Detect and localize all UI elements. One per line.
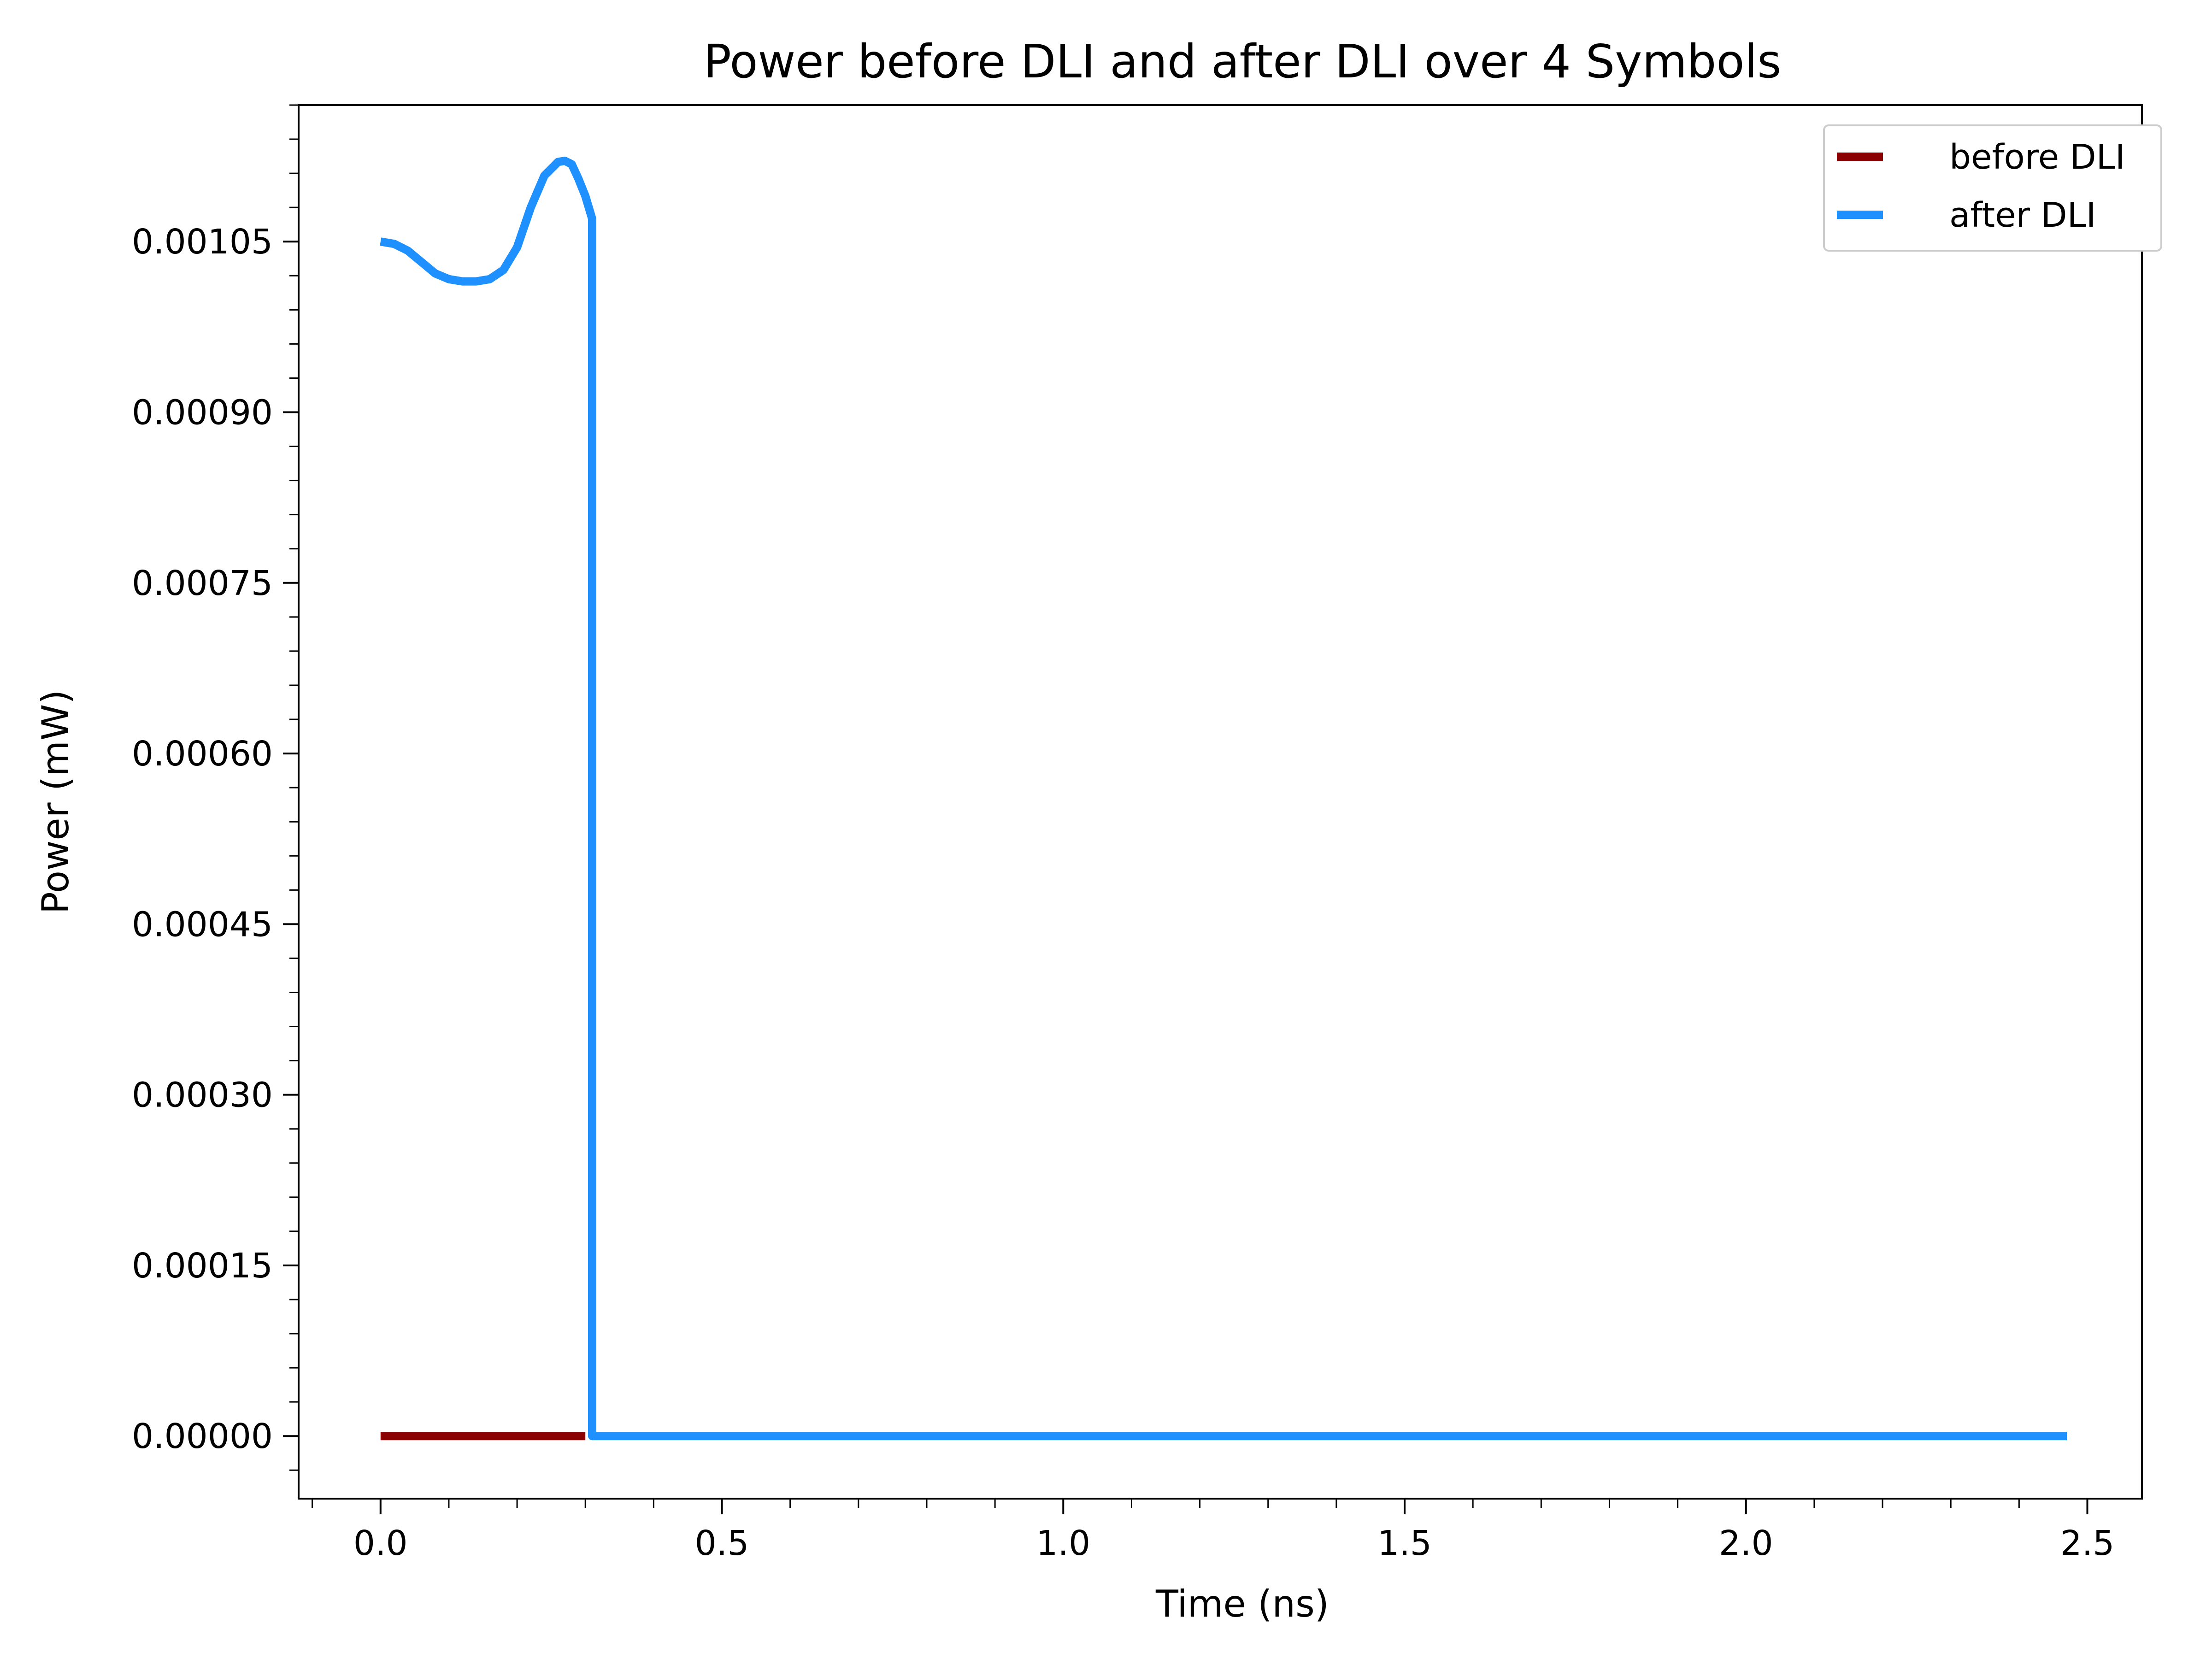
x-tick-label: 1.0: [1036, 1524, 1090, 1563]
legend-label-after-dli: after DLI: [1949, 195, 2096, 235]
legend-box: [1823, 124, 2162, 252]
x-tick-label: 0.5: [695, 1524, 749, 1563]
y-tick-label: 0.00015: [132, 1246, 273, 1286]
x-axis-label: Time (ns): [1155, 1583, 1329, 1625]
y-tick-label: 0.00045: [132, 905, 273, 944]
y-tick-label: 0.00000: [132, 1417, 273, 1456]
x-tick-label: 2.0: [1719, 1524, 1773, 1563]
chart-title: Power before DLI and after DLI over 4 Sy…: [704, 35, 1782, 88]
legend: before DLI after DLI: [1823, 124, 2162, 252]
series-layer: [380, 157, 2067, 1441]
y-tick-label: 0.00030: [132, 1076, 273, 1115]
x-tick-label: 1.5: [1377, 1524, 1432, 1563]
x-tick-label: 0.0: [353, 1524, 408, 1563]
y-tick-label: 0.00060: [132, 734, 273, 774]
y-tick-label: 0.00075: [132, 564, 273, 603]
x-axis: 0.0 0.5 1.0 1.5 2.0 2.5: [312, 1499, 2115, 1563]
x-tick-label: 2.5: [2060, 1524, 2115, 1563]
y-axis: 0.00000 0.00015 0.00030 0.00045 0.00060 0.000…: [132, 104, 299, 1471]
y-axis-label: Power (mW): [34, 690, 77, 914]
plot-frame: [298, 104, 2143, 1500]
legend-label-before-dli: before DLI: [1949, 137, 2125, 177]
plot-area: 0.00000 0.00015 0.00030 0.00045 0.00060 0.000…: [132, 104, 2143, 1563]
y-tick-label: 0.00105: [132, 222, 273, 262]
y-tick-label: 0.00090: [132, 393, 273, 433]
series-line-after-dli: [380, 157, 2067, 1441]
